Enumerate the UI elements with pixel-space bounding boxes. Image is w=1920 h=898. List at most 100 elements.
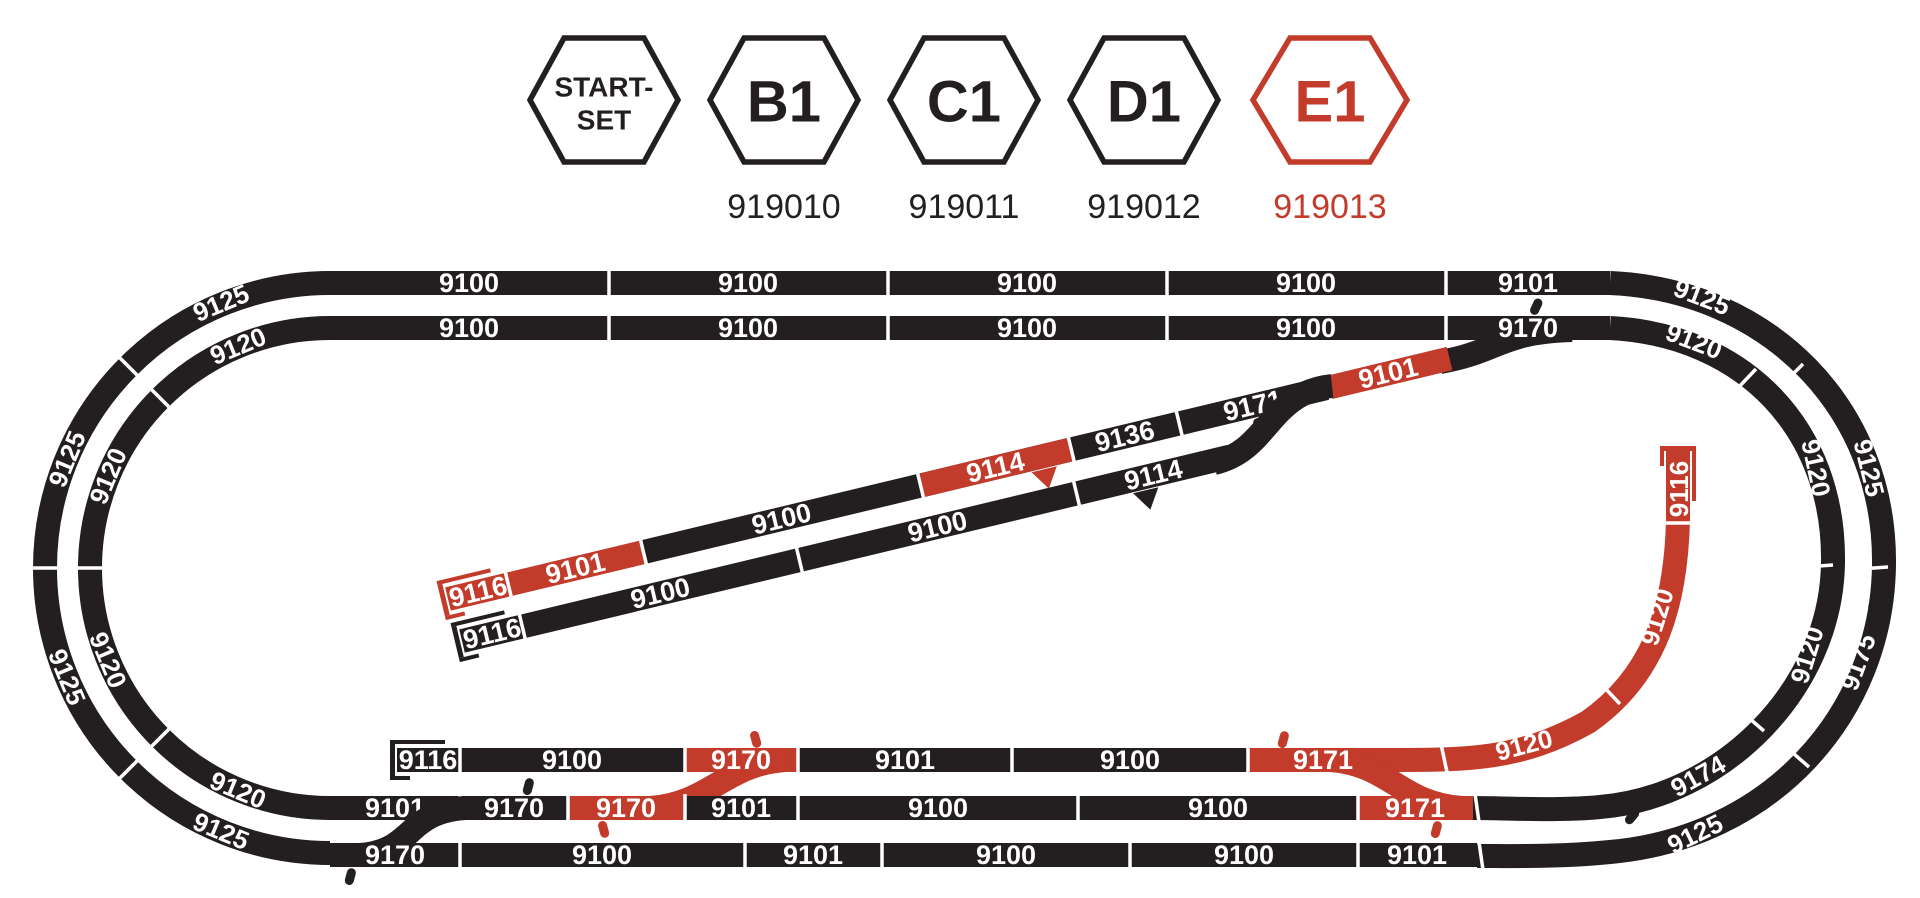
bottom-inner-straight: 9101 9170 9170 9101 9100 9100 9171 [330,778,1473,838]
track-label: 9100 [997,268,1057,298]
track-joint [117,758,140,781]
bottom-outer-straight: 9170 9100 9101 9100 9100 9101 [330,796,1477,885]
top-outer-straight: 9100 9100 9100 9100 9101 [330,268,1610,298]
track-label: 9100 [1276,268,1336,298]
switch-lever-icon [1624,809,1640,825]
hexagon-outline [1249,35,1411,165]
hexagon-outline [1066,35,1222,165]
track-segment-red [445,540,647,611]
track-label: 9100 [542,745,602,775]
track-label: 9125 [42,427,92,492]
turnout-branch-track [1437,318,1573,374]
badge-code: 919013 [1273,188,1386,226]
switch-lever-icon [1530,298,1543,315]
track-joint [1473,793,1481,823]
track-segment [459,444,1233,653]
red-curve-track [1389,519,1690,772]
track-label: 9170 [711,745,771,775]
track-label: 9170 [365,840,425,870]
inner-right-curve-track [1472,316,1846,822]
switch-lever-icon [598,820,610,838]
track-label: 9125 [189,806,254,856]
track-label: 9101 [1356,352,1421,395]
track-label: 9101 [711,793,771,823]
track-joint [1784,745,1811,769]
track-label: 9101 [1387,840,1447,870]
track-label: 9100 [1214,840,1274,870]
track-joint [1804,563,1834,569]
track-label: 9101 [783,840,843,870]
track-label: 9100 [1100,745,1160,775]
track-joint [117,355,140,378]
track-label: 9100 [749,497,814,540]
track-label: 9120 [83,628,133,693]
track-label: 9125 [189,278,254,328]
badge-start-set: START- SET [526,35,682,165]
track-label: 9125 [1670,273,1735,322]
track-joint [517,612,528,641]
track-label: 9100 [439,268,499,298]
track-label: 9125 [1847,436,1890,499]
buffer-stop-icon [450,610,505,663]
track-label: 9100 [1188,793,1248,823]
track-label: 9100 [905,505,970,548]
inner-left-curve-track [77,316,331,820]
uncoupler-arrow-icon [1031,466,1057,489]
track-segment-red [917,437,1075,498]
track-segment-red [1358,796,1473,820]
track-joint [1859,565,1889,571]
badge-label: START- [554,72,653,103]
track-joint [1174,409,1185,438]
track-label: 9170 [596,793,656,823]
track-label: 9100 [718,268,778,298]
track-label: 9100 [572,840,632,870]
track-label: 9116 [1664,461,1694,517]
track-joint [915,471,926,500]
track-joint [1599,682,1622,706]
hexagon-outline [526,35,682,165]
buffer-stop-icon [390,740,445,780]
track-segment [330,843,1477,867]
track-label: 9101 [543,547,608,590]
yard-top-row: 9116 9100 9170 9101 9100 9171 [390,730,1464,820]
uncoupler-arrow-icon [1133,487,1159,510]
track-label: 9120 [206,321,271,371]
left-curves: 9125 9125 9125 9125 9120 9120 9120 9120 [31,269,334,869]
outer-right-curve-track [1476,271,1897,869]
track-label: 9125 [1662,808,1727,860]
lower-diagonal-siding: 9116 9100 9100 9114 [450,444,1233,663]
hexagon-outline [706,35,862,165]
badge-e1: E1 919013 [1249,35,1411,226]
buffer-stop-icon [436,568,491,621]
track-label: 9120 [1492,723,1556,767]
badge-label: B1 [747,70,821,135]
badge-c1: C1 919011 [886,35,1042,226]
track-label: 9170 [1498,313,1558,343]
track-label: 9100 [976,840,1036,870]
track-label: 9136 [1092,415,1157,458]
track-segment [330,796,1358,820]
track-joint [1477,841,1485,871]
switch-lever-icon [1277,731,1289,748]
switch-lever-icon [1430,821,1442,838]
badge-d1: D1 919012 [1066,35,1222,226]
track-label: 9100 [1276,313,1336,343]
track-joint [1780,362,1805,387]
badge-b1: B1 919010 [706,35,862,226]
track-label: 9171 [1385,793,1445,823]
track-segment-red [1325,346,1453,400]
track-joint [1071,479,1082,508]
track-joint [638,538,649,567]
badge-label: E1 [1295,70,1366,135]
track-label: 9120 [206,765,271,815]
switch-lever-icon [522,778,534,795]
track-label: 9101 [1498,268,1558,298]
track-joint [1066,435,1077,464]
track-label: 9116 [399,745,458,775]
top-inner-straight: 9100 9100 9100 9100 9170 [330,298,1610,374]
track-label: 9100 [439,313,499,343]
track-label: 9100 [908,793,968,823]
switch-lever-icon [1868,602,1885,614]
extension-badges: START- SET B1 919010 C1 919011 D1 919012… [526,35,1411,226]
